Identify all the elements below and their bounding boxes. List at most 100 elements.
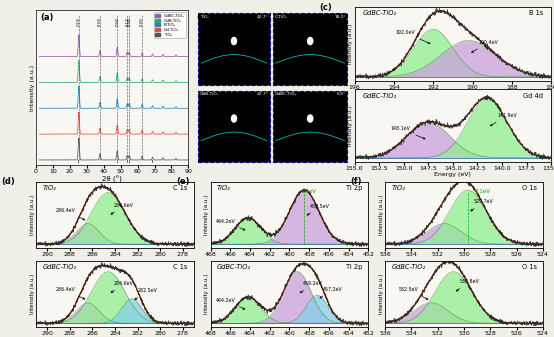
B-TiO₂ (181, 106, 187, 110)
Y-axis label: Intensity (a.u.): Intensity (a.u.) (204, 195, 209, 235)
Y-axis label: Intensity (a.u.): Intensity (a.u.) (348, 24, 353, 64)
Text: 532.5eV: 532.5eV (399, 287, 428, 299)
Text: GdBC-TiO₂: GdBC-TiO₂ (362, 93, 397, 99)
GdBC-TiO₂ (75, 33, 82, 37)
GdB-TiO₂ (153, 81, 160, 85)
GdBC-TiO₂ (153, 55, 160, 59)
Gd-TiO₂ (181, 132, 187, 136)
B-TiO₂ (109, 106, 115, 110)
Ellipse shape (304, 28, 316, 48)
Ellipse shape (232, 37, 237, 44)
Text: TiO₂: TiO₂ (42, 185, 56, 191)
Text: (112): (112) (125, 16, 129, 26)
Ellipse shape (228, 28, 240, 48)
Text: 282.5eV: 282.5eV (135, 288, 157, 300)
Text: 464.2eV: 464.2eV (216, 298, 245, 309)
B-TiO₂ (185, 106, 192, 110)
Text: 22.7°: 22.7° (257, 92, 268, 96)
GdB-TiO₂ (105, 81, 111, 85)
Text: 286.4eV: 286.4eV (56, 208, 85, 220)
Text: 286.4eV: 286.4eV (56, 287, 85, 299)
GdBC-TiO₂ (105, 55, 111, 59)
GdBC-TiO₂ (109, 55, 115, 59)
X-axis label: 2θ (°): 2θ (°) (102, 176, 122, 183)
TiO₂ (181, 158, 187, 162)
Gd-TiO₂ (36, 132, 43, 136)
TiO₂ (105, 158, 111, 162)
GdB-TiO₂ (75, 58, 82, 62)
Text: 192.0eV: 192.0eV (396, 30, 430, 44)
Line: GdB-TiO₂: GdB-TiO₂ (39, 60, 188, 83)
GdB-TiO₂ (185, 81, 192, 85)
Text: C 1s: C 1s (173, 265, 188, 271)
Y-axis label: Intensity (a.u.): Intensity (a.u.) (204, 274, 209, 314)
GdBC-TiO₂ (44, 55, 50, 59)
Text: (e): (e) (176, 177, 189, 186)
Text: C-TiO₂: C-TiO₂ (274, 15, 288, 19)
Gd-TiO₂ (181, 132, 187, 136)
Text: 284.6eV: 284.6eV (111, 203, 134, 214)
TiO₂ (44, 158, 50, 162)
Text: 0.7eV: 0.7eV (300, 188, 316, 193)
Text: GdBC-TiO₂: GdBC-TiO₂ (42, 265, 76, 271)
Text: 464.2eV: 464.2eV (216, 219, 245, 230)
Gd-TiO₂ (153, 132, 160, 136)
TiO₂ (185, 158, 192, 162)
Text: (f): (f) (350, 177, 362, 186)
Y-axis label: Intensity (a.u.): Intensity (a.u.) (29, 274, 34, 314)
Ellipse shape (232, 115, 237, 122)
Text: O 1s: O 1s (522, 265, 537, 271)
TiO₂ (36, 158, 43, 162)
Text: (c): (c) (319, 3, 332, 12)
Text: B 1s: B 1s (529, 10, 543, 17)
B-TiO₂ (36, 106, 43, 110)
Gd-TiO₂ (109, 132, 115, 136)
Bar (273, 13, 347, 85)
GdB-TiO₂ (181, 81, 187, 85)
Line: TiO₂: TiO₂ (39, 138, 188, 160)
Bar (129, 160, 130, 163)
Text: 18.0°: 18.0° (334, 15, 346, 19)
Gd-TiO₂ (185, 132, 192, 136)
Text: TiO₂: TiO₂ (391, 185, 405, 191)
Y-axis label: Intensity (a.u.): Intensity (a.u.) (29, 65, 34, 111)
X-axis label: Energy (eV): Energy (eV) (434, 172, 471, 177)
Text: 529.7eV: 529.7eV (471, 199, 494, 211)
Gd-TiO₂ (105, 132, 111, 136)
Text: 530.8eV: 530.8eV (456, 279, 479, 291)
B-TiO₂ (75, 84, 82, 88)
Ellipse shape (307, 37, 313, 44)
Text: (004): (004) (115, 16, 119, 26)
Bar (273, 91, 347, 162)
Text: (d): (d) (1, 177, 15, 186)
Text: 458.5eV: 458.5eV (307, 204, 330, 215)
Bar (198, 13, 270, 85)
Gd-TiO₂ (75, 110, 82, 114)
Text: TiO₂: TiO₂ (217, 185, 230, 191)
Text: (105): (105) (140, 16, 144, 26)
Text: (200): (200) (127, 16, 131, 26)
Ellipse shape (304, 106, 316, 126)
GdBC-TiO₂ (181, 55, 187, 59)
TiO₂ (181, 158, 187, 162)
Y-axis label: Intensity (a.u.): Intensity (a.u.) (348, 105, 353, 146)
Text: 459.2eV: 459.2eV (300, 281, 323, 293)
Text: Ti 2p: Ti 2p (346, 265, 362, 271)
TiO₂ (153, 158, 160, 162)
Text: Gd 4d: Gd 4d (524, 93, 543, 99)
GdB-TiO₂ (109, 81, 115, 85)
Text: 6.9°: 6.9° (337, 92, 346, 96)
Y-axis label: Intensity (a.u.): Intensity (a.u.) (378, 274, 383, 314)
Text: GdBC-TiO₂: GdBC-TiO₂ (217, 265, 251, 271)
GdB-TiO₂ (36, 81, 43, 85)
B-TiO₂ (153, 106, 160, 110)
Ellipse shape (228, 106, 240, 126)
Text: (b): (b) (197, 13, 211, 22)
Text: 190.4eV: 190.4eV (471, 40, 498, 53)
Line: B-TiO₂: B-TiO₂ (39, 86, 188, 108)
Text: 42.7°: 42.7° (257, 15, 268, 19)
Text: GdBC-TiO₂: GdBC-TiO₂ (391, 265, 425, 271)
Line: Gd-TiO₂: Gd-TiO₂ (39, 112, 188, 134)
Legend: GdBC-TiO₂, GdB-TiO₂, B-TiO₂, Gd-TiO₂, TiO₂: GdBC-TiO₂, GdB-TiO₂, B-TiO₂, Gd-TiO₂, Ti… (153, 12, 186, 38)
B-TiO₂ (44, 106, 50, 110)
